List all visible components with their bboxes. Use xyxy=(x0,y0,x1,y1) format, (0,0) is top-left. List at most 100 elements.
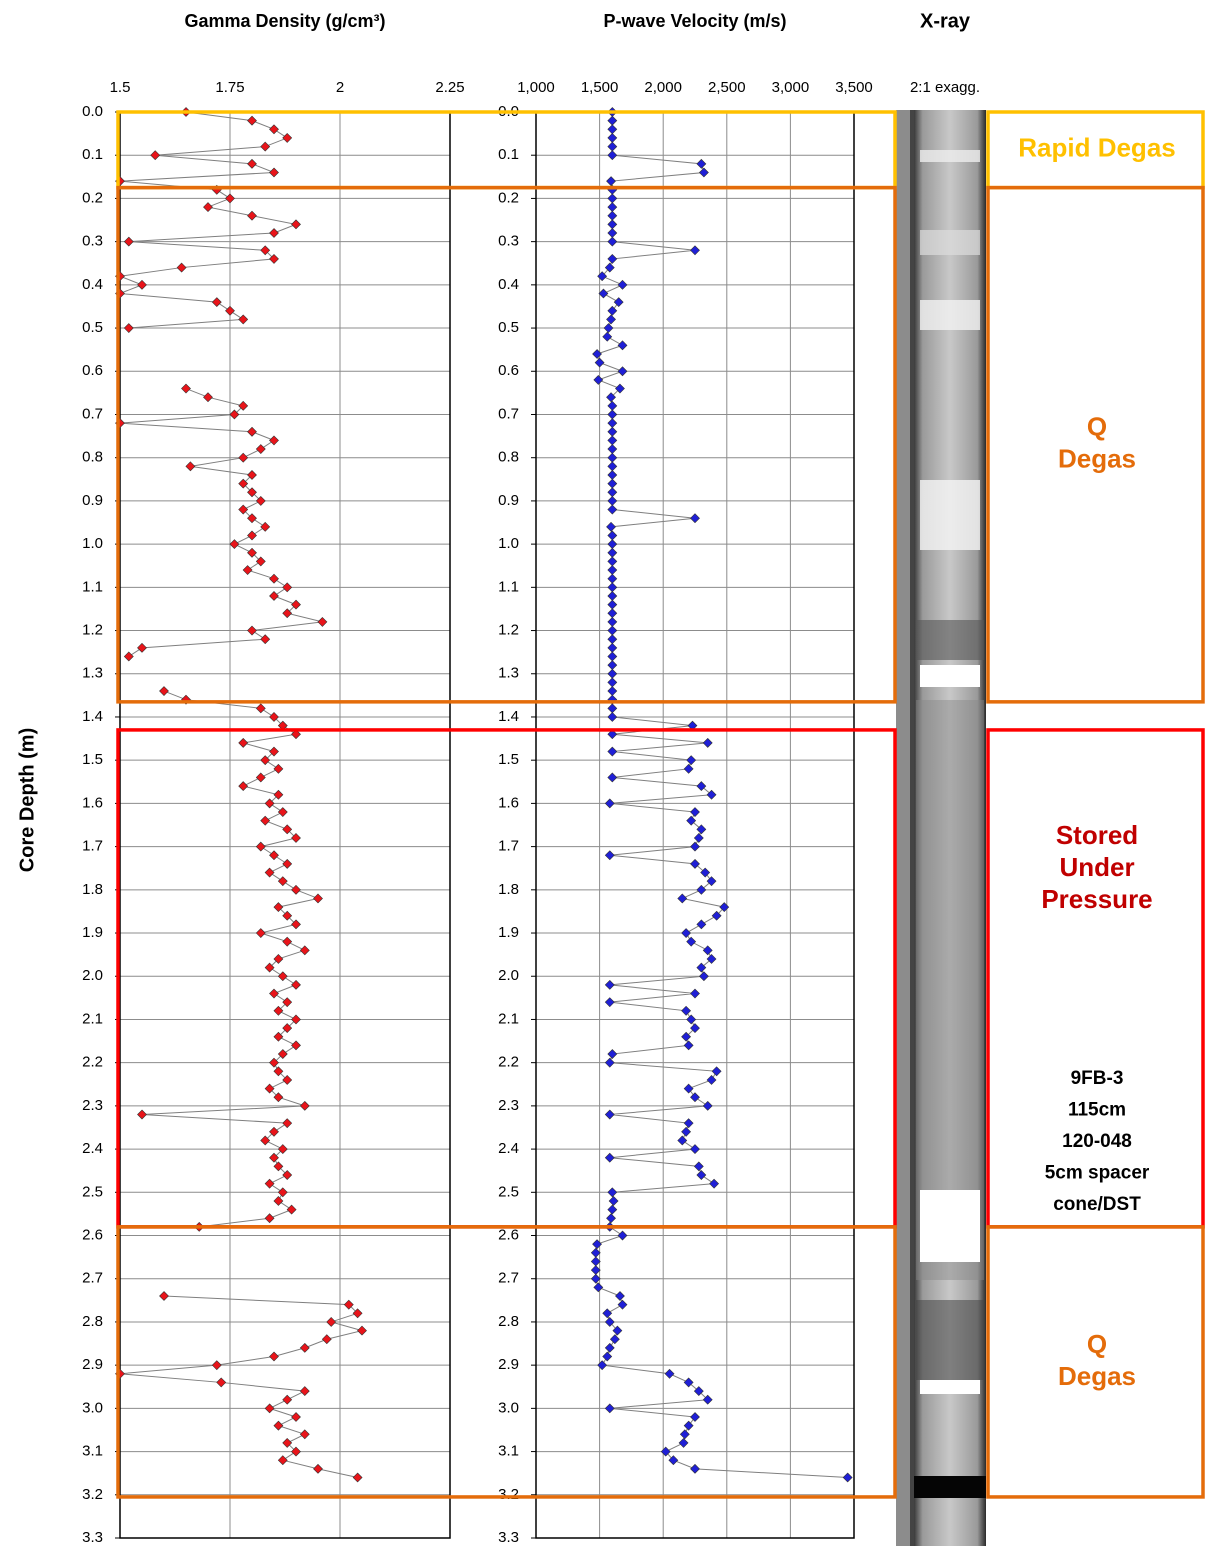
y-tick-label: 2.8 xyxy=(82,1313,103,1330)
data-point xyxy=(690,988,700,999)
data-point xyxy=(269,573,279,584)
data-point xyxy=(606,314,616,325)
data-point xyxy=(159,1291,169,1301)
series-lines xyxy=(595,112,848,1479)
data-point xyxy=(693,1386,704,1397)
data-point xyxy=(273,1031,284,1042)
data-point xyxy=(607,565,618,575)
data-point xyxy=(696,158,707,169)
data-point xyxy=(282,608,293,619)
data-point xyxy=(693,833,704,843)
data-point xyxy=(683,1420,694,1431)
data-point xyxy=(590,1273,601,1284)
data-point xyxy=(291,1014,301,1025)
data-point xyxy=(150,150,161,161)
data-point xyxy=(702,1100,713,1111)
chart-title: P-wave Velocity (m/s) xyxy=(603,11,786,31)
data-point xyxy=(229,539,240,550)
data-point xyxy=(137,642,147,653)
zone-box xyxy=(116,185,897,704)
data-point xyxy=(607,435,618,446)
x-tick-label: 1.5 xyxy=(110,79,131,96)
data-point xyxy=(690,1463,700,1474)
data-point xyxy=(607,461,618,472)
data-point xyxy=(604,798,615,809)
x-tick-label: 3,000 xyxy=(772,79,810,96)
zone-box xyxy=(986,728,1205,1229)
data-point xyxy=(660,1446,671,1457)
zone-label: Degas xyxy=(1058,444,1136,474)
data-point xyxy=(590,1256,601,1267)
y-tick-label: 1.5 xyxy=(498,751,519,768)
y-tick-label: 0.5 xyxy=(498,319,519,336)
data-point xyxy=(260,755,271,766)
y-tick-label: 3.2 xyxy=(498,1486,519,1503)
data-point xyxy=(683,1083,694,1094)
data-point xyxy=(299,1429,310,1440)
data-point xyxy=(607,210,618,221)
y-tick-label: 0.8 xyxy=(82,449,103,466)
data-point xyxy=(607,219,618,230)
data-point xyxy=(282,1170,293,1180)
zone-label: Degas xyxy=(1058,1361,1136,1391)
data-point xyxy=(698,167,709,178)
data-point xyxy=(607,236,618,247)
y-tick-label: 1.1 xyxy=(498,578,519,595)
y-tick-label: 1.6 xyxy=(82,794,103,811)
data-point xyxy=(607,495,618,506)
data-point xyxy=(123,236,134,247)
data-point xyxy=(698,971,709,982)
y-tick-label: 2.0 xyxy=(82,967,103,984)
data-point xyxy=(238,781,249,792)
y-tick-label: 0.6 xyxy=(498,362,519,379)
data-point xyxy=(273,1066,284,1077)
data-point xyxy=(269,746,279,757)
data-point xyxy=(607,616,618,627)
data-point xyxy=(291,979,301,990)
data-point xyxy=(607,634,618,645)
data-point xyxy=(137,279,147,290)
data-point xyxy=(282,910,293,921)
data-point xyxy=(678,1438,689,1448)
y-tick-label: 1.3 xyxy=(82,665,103,682)
y-tick-label: 2.8 xyxy=(498,1313,519,1330)
y-tick-label: 0.8 xyxy=(498,449,519,466)
data-point xyxy=(607,746,618,757)
data-point xyxy=(706,954,717,964)
data-point xyxy=(137,1109,147,1120)
data-point xyxy=(683,1040,694,1051)
data-point xyxy=(282,1075,293,1085)
data-point xyxy=(273,1092,284,1103)
data-point xyxy=(260,245,271,256)
data-point xyxy=(176,262,187,273)
data-point xyxy=(255,703,266,714)
y-tick-label: 3.1 xyxy=(82,1443,103,1460)
data-point xyxy=(706,789,717,800)
zone-note: cone/DST xyxy=(1053,1194,1141,1215)
y-tick-label: 1.2 xyxy=(498,622,519,639)
data-point xyxy=(181,383,191,394)
data-point xyxy=(203,392,213,403)
data-point xyxy=(690,245,700,256)
data-point xyxy=(247,487,257,498)
data-point xyxy=(282,858,293,869)
data-point xyxy=(269,712,279,722)
data-point xyxy=(607,133,618,143)
plot-frame xyxy=(119,111,451,1539)
data-point xyxy=(686,1014,697,1025)
data-point xyxy=(607,608,618,619)
data-point xyxy=(282,824,293,835)
data-point xyxy=(607,470,618,480)
data-point xyxy=(277,876,288,887)
data-point xyxy=(607,400,618,411)
data-point xyxy=(604,1317,615,1327)
data-point xyxy=(607,642,618,653)
x-tick-label: 2.25 xyxy=(435,79,464,96)
data-point xyxy=(598,288,609,299)
zone-note: 120-048 xyxy=(1062,1131,1132,1152)
data-point xyxy=(690,858,700,869)
data-point xyxy=(603,323,614,333)
data-point xyxy=(607,651,618,662)
data-point xyxy=(352,1308,363,1319)
y-tick-label: 3.0 xyxy=(82,1399,103,1416)
